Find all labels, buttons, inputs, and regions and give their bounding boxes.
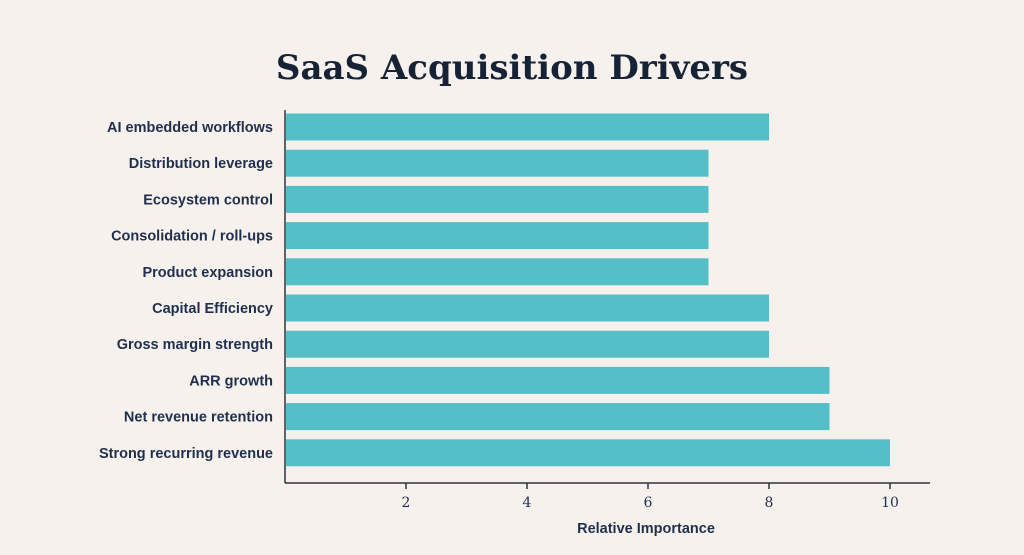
x-tick-label: 6: [644, 495, 653, 511]
chart-title: SaaS Acquisition Drivers: [276, 48, 748, 88]
bar-9: [286, 439, 890, 467]
x-tick-label: 2: [402, 495, 411, 511]
bar-0: [286, 113, 769, 141]
x-ticks: 2 4 6 8 10: [402, 483, 899, 511]
x-tick-label: 4: [523, 495, 532, 511]
category-label: Gross margin strength: [117, 337, 273, 353]
bar-3: [286, 222, 709, 250]
bar-7: [286, 366, 830, 394]
category-label: AI embedded workflows: [107, 120, 273, 136]
bar-6: [286, 330, 769, 358]
category-label: Capital Efficiency: [152, 301, 273, 317]
category-label: Strong recurring revenue: [99, 446, 273, 462]
category-label: Ecosystem control: [143, 192, 273, 208]
x-tick-label: 8: [765, 495, 774, 511]
bar-5: [286, 294, 769, 322]
category-label: Consolidation / roll-ups: [111, 229, 273, 245]
bar-1: [286, 149, 709, 177]
bar-8: [286, 403, 830, 431]
bars: [286, 113, 890, 467]
bar-2: [286, 185, 709, 213]
category-labels: AI embedded workflows Distribution levera…: [99, 120, 273, 462]
x-axis-label: Relative Importance: [577, 521, 715, 537]
bar-4: [286, 258, 709, 286]
category-label: Product expansion: [142, 265, 273, 281]
category-label: Distribution leverage: [129, 156, 273, 172]
category-label: ARR growth: [189, 373, 273, 389]
category-label: Net revenue retention: [124, 410, 273, 426]
x-tick-label: 10: [881, 495, 899, 511]
